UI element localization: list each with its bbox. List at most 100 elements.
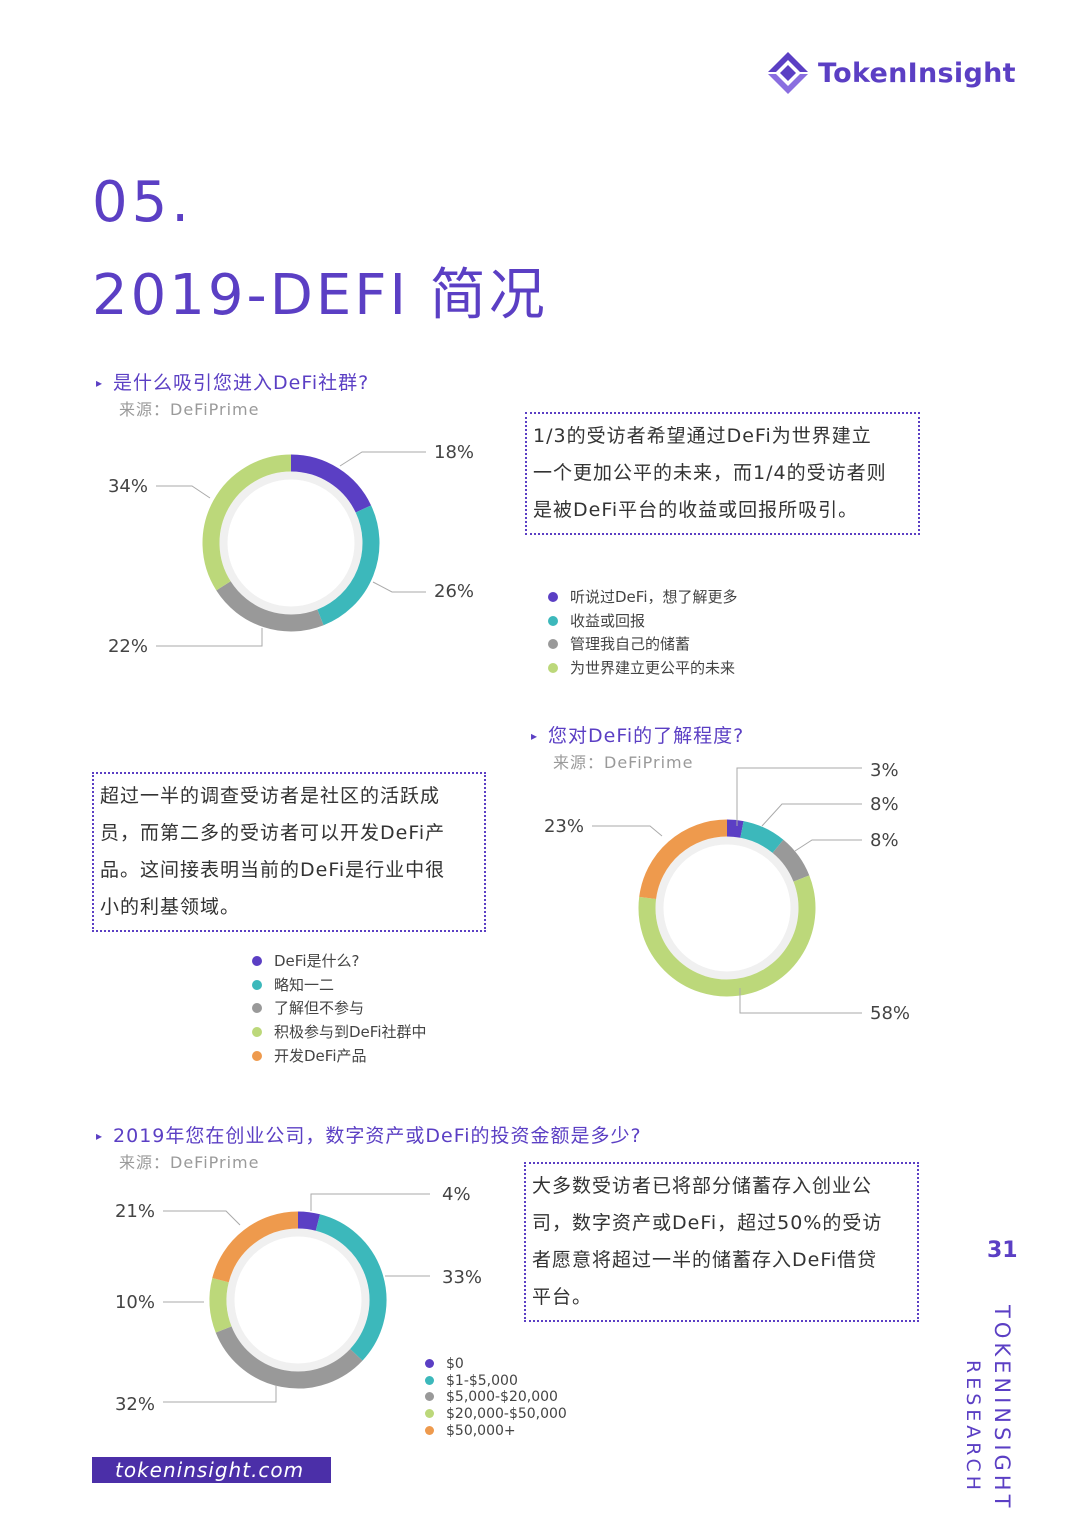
legend-dot-orange xyxy=(425,1426,434,1435)
section2-note-line: 品。这间接表明当前的DeFi是行业中很 xyxy=(100,859,446,881)
vertical-research: RESEARCH xyxy=(962,1360,984,1495)
brand-name: TokenInsight xyxy=(818,58,1016,89)
data-label: 23% xyxy=(544,816,584,837)
legend-label: $50,000+ xyxy=(446,1423,516,1439)
leader-line xyxy=(163,1210,241,1226)
legend-item: $1-$5,000 xyxy=(425,1373,518,1389)
data-label: 26% xyxy=(434,581,474,602)
leader-line xyxy=(761,803,862,827)
data-label: 4% xyxy=(442,1184,471,1205)
donut-slice xyxy=(297,1211,321,1231)
legend-item: 收益或回报 xyxy=(548,610,645,631)
legend-dot-teal xyxy=(425,1376,434,1385)
donut-slice xyxy=(740,821,784,854)
legend-item: 略知一二 xyxy=(252,974,334,995)
legend-label: $5,000-$20,000 xyxy=(446,1389,558,1405)
triangle-bullet-icon: ▸ xyxy=(96,1129,104,1143)
donut-inner-shadow xyxy=(226,1228,370,1372)
legend-label: 了解但不参与 xyxy=(274,999,365,1017)
legend-label: 略知一二 xyxy=(274,976,335,994)
legend-item: $5,000-$20,000 xyxy=(425,1389,558,1405)
legend-dot-purple xyxy=(548,592,558,602)
donut-inner-shadow xyxy=(655,836,799,980)
legend-item: $20,000-$50,000 xyxy=(425,1406,567,1422)
leader-line xyxy=(163,1385,277,1403)
legend-item: 管理我自己的储蓄 xyxy=(548,633,690,654)
legend-item: $50,000+ xyxy=(425,1423,516,1439)
section1-note: 1/3的受访者希望通过DeFi为世界建立 一个更加公平的未来，而1/4的受访者则… xyxy=(525,412,920,535)
legend-label: $1-$5,000 xyxy=(446,1373,518,1389)
leader-line xyxy=(736,767,862,826)
legend-dot-teal xyxy=(252,980,262,990)
legend-item: $0 xyxy=(425,1356,464,1372)
leader-line xyxy=(739,988,862,1014)
logo-mark-icon xyxy=(768,52,808,94)
legend-dot-green xyxy=(425,1409,434,1418)
section3-note: 大多数受访者已将部分储蓄存入创业公 司，数字资产或DeFi，超过50%的受访 者… xyxy=(524,1162,919,1322)
section1-question-text: 是什么吸引您进入DeFi社群? xyxy=(113,372,370,394)
leader-line xyxy=(156,485,211,499)
section2-question-text: 您对DeFi的了解程度? xyxy=(548,725,745,747)
donut-slice xyxy=(216,581,324,632)
donut-slice xyxy=(772,839,810,882)
donut-slice xyxy=(215,1326,363,1389)
triangle-bullet-icon: ▸ xyxy=(96,376,104,390)
legend-item: 了解但不参与 xyxy=(252,997,364,1018)
legend-label: 为世界建立更公平的未来 xyxy=(570,659,736,677)
donut-slice xyxy=(638,875,816,997)
section2-note: 超过一半的调查受访者是社区的活跃成 员，而第二多的受访者可以开发DeFi产 品。… xyxy=(92,772,486,932)
chapter-number: 05. xyxy=(92,170,194,235)
legend-dot-purple xyxy=(252,956,262,966)
leader-line xyxy=(592,825,663,837)
data-label: 32% xyxy=(115,1394,155,1415)
legend-item: 为世界建立更公平的未来 xyxy=(548,657,735,678)
section2-note-line: 员，而第二多的受访者可以开发DeFi产 xyxy=(100,822,446,844)
donut-chart-1: 18% 26% 22% 34% xyxy=(108,442,474,657)
donut-slice xyxy=(212,1211,299,1283)
legend-dot-gray xyxy=(425,1392,434,1401)
donut-slice xyxy=(209,1277,232,1333)
legend-dot-teal xyxy=(548,616,558,626)
page-number: 31 xyxy=(987,1238,1018,1263)
section3-legend: $0 $1-$5,000 $5,000-$20,000 $20,000-$50,… xyxy=(425,1356,625,1446)
legend-label: 开发DeFi产品 xyxy=(274,1047,367,1065)
leader-line xyxy=(372,581,426,593)
legend-label: $20,000-$50,000 xyxy=(446,1406,567,1422)
leader-line xyxy=(794,839,862,852)
section3-question-text: 2019年您在创业公司，数字资产或DeFi的投资金额是多少? xyxy=(113,1125,642,1147)
data-label: 10% xyxy=(115,1292,155,1313)
section2-question: ▸ 您对DeFi的了解程度? xyxy=(531,721,744,748)
legend-item: 积极参与到DeFi社群中 xyxy=(252,1021,426,1042)
data-label: 58% xyxy=(870,1003,910,1024)
data-label: 34% xyxy=(108,476,148,497)
data-label: 3% xyxy=(870,760,899,781)
vertical-brand: TOKENINSIGHT xyxy=(990,1305,1014,1512)
chapter-title: 2019-DEFI 简况 xyxy=(92,263,548,328)
section2-note-line: 超过一半的调查受访者是社区的活跃成 xyxy=(100,785,441,807)
section3-note-line: 者愿意将超过一半的储蓄存入DeFi借贷 xyxy=(532,1249,878,1271)
website-bar xyxy=(92,1457,331,1483)
data-label: 22% xyxy=(108,636,148,657)
data-label: 18% xyxy=(434,442,474,463)
section1-note-line: 1/3的受访者希望通过DeFi为世界建立 xyxy=(533,425,872,447)
data-label: 21% xyxy=(115,1201,155,1222)
donut-slice xyxy=(317,505,380,626)
section2-source: 来源：DeFiPrime xyxy=(553,753,694,772)
donut-slice xyxy=(639,819,728,900)
section1-note-line: 一个更加公平的未来，而1/4的受访者则 xyxy=(533,462,887,484)
legend-item: 开发DeFi产品 xyxy=(252,1045,366,1066)
section2-note-line: 小的利基领域。 xyxy=(100,896,241,918)
website-url[interactable]: tokeninsight.com xyxy=(115,1458,305,1482)
legend-label: 收益或回报 xyxy=(570,612,646,630)
legend-item: DeFi是什么? xyxy=(252,950,359,971)
section1-question: ▸ 是什么吸引您进入DeFi社群? xyxy=(96,368,369,395)
legend-label: 积极参与到DeFi社群中 xyxy=(274,1023,427,1041)
data-label: 8% xyxy=(870,794,899,815)
legend-label: 听说过DeFi，想了解更多 xyxy=(570,588,738,606)
section1-legend: 听说过DeFi，想了解更多 收益或回报 管理我自己的储蓄 为世界建立更公平的未来 xyxy=(548,586,808,686)
donut-inner-shadow xyxy=(219,471,363,615)
legend-label: 管理我自己的储蓄 xyxy=(570,635,691,653)
legend-dot-orange xyxy=(252,1051,262,1061)
donut-slice xyxy=(726,819,744,838)
